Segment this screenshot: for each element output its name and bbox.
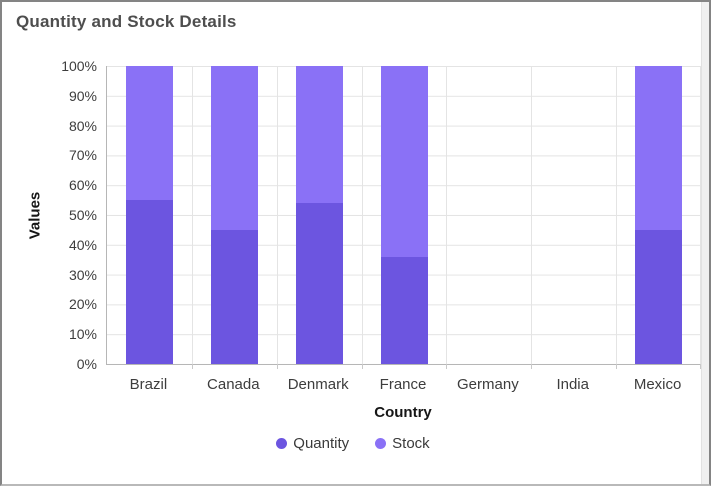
- vertical-gridline: [531, 66, 533, 364]
- y-tick-label: 20%: [68, 296, 97, 313]
- y-axis-title: Values: [26, 66, 44, 364]
- stock-bar-segment[interactable]: [295, 66, 343, 204]
- legend-marker-icon: [375, 437, 387, 449]
- x-axis-title: Country: [374, 404, 432, 421]
- bar-column-brazil: [107, 66, 192, 364]
- legend-item-quantity[interactable]: Quantity: [276, 435, 349, 452]
- vertical-gridline: [191, 66, 193, 364]
- x-tick-label: Canada: [207, 376, 260, 393]
- quantity-bar-segment[interactable]: [380, 256, 428, 364]
- y-tick-label: 50%: [68, 207, 97, 223]
- x-axis-tick: [700, 364, 701, 369]
- legend-item-stock[interactable]: Stock: [375, 435, 430, 452]
- quantity-bar-segment[interactable]: [210, 229, 258, 364]
- bar-column-india: [531, 66, 616, 364]
- y-tick-label: 10%: [68, 326, 97, 343]
- y-tick-label: 0%: [76, 356, 97, 372]
- quantity-bar-segment[interactable]: [125, 200, 173, 364]
- y-tick-label: 70%: [68, 147, 97, 164]
- x-axis-tick: [446, 364, 448, 369]
- x-axis-tick: [191, 364, 193, 369]
- y-tick-label: 30%: [68, 266, 97, 283]
- bar-column-france: [362, 66, 447, 364]
- stock-bar-segment[interactable]: [125, 66, 173, 201]
- bar-stack: [295, 66, 343, 364]
- vertical-gridline: [361, 66, 363, 364]
- y-tick-label: 90%: [68, 87, 97, 104]
- legend-marker-icon: [276, 437, 288, 449]
- bar-column-mexico: [616, 66, 701, 364]
- x-tick-label: France: [379, 376, 427, 393]
- y-tick-label: 60%: [68, 177, 97, 194]
- vertical-gridline: [616, 66, 618, 364]
- bar-columns: [107, 66, 701, 364]
- plot-area: [106, 66, 701, 369]
- scrollbar-track[interactable]: [701, 2, 709, 484]
- bar-column-denmark: [277, 66, 362, 364]
- x-tick-label: Mexico: [633, 376, 682, 393]
- x-tick-label: Brazil: [129, 376, 168, 393]
- y-tick-label: 40%: [68, 236, 97, 253]
- bar-stack: [210, 66, 258, 364]
- stock-bar-segment[interactable]: [380, 66, 428, 257]
- vertical-gridline: [700, 66, 701, 364]
- chart-title: Quantity and Stock Details: [16, 12, 237, 31]
- x-tick-label: India: [556, 376, 589, 393]
- quantity-bar-segment[interactable]: [295, 203, 343, 364]
- bar-column-canada: [192, 66, 277, 364]
- x-axis-labels: Brazil Canada Denmark France Germany India Mex…: [106, 376, 700, 393]
- stock-bar-segment[interactable]: [635, 66, 683, 230]
- bar-stack: [635, 66, 683, 364]
- y-tick-label: 80%: [68, 117, 97, 134]
- bar-stack: [125, 66, 173, 364]
- x-tick-label: Germany: [457, 376, 519, 393]
- legend-label: Stock: [392, 434, 430, 452]
- y-axis-title-text: Values: [26, 191, 44, 239]
- bar-column-germany: [446, 66, 531, 364]
- x-axis-tick: [616, 364, 618, 369]
- x-axis-tick: [361, 364, 363, 369]
- vertical-gridline: [446, 66, 448, 364]
- y-tick-label: 100%: [61, 58, 97, 74]
- legend: Quantity Stock: [2, 432, 704, 454]
- x-axis-tick: [531, 364, 533, 369]
- legend-label: Quantity: [293, 434, 350, 452]
- stock-bar-segment[interactable]: [210, 66, 258, 230]
- x-axis-tick: [276, 364, 278, 369]
- quantity-bar-segment[interactable]: [635, 229, 683, 364]
- bar-stack: [380, 66, 428, 364]
- vertical-gridline: [276, 66, 278, 364]
- x-tick-label: Denmark: [287, 376, 349, 393]
